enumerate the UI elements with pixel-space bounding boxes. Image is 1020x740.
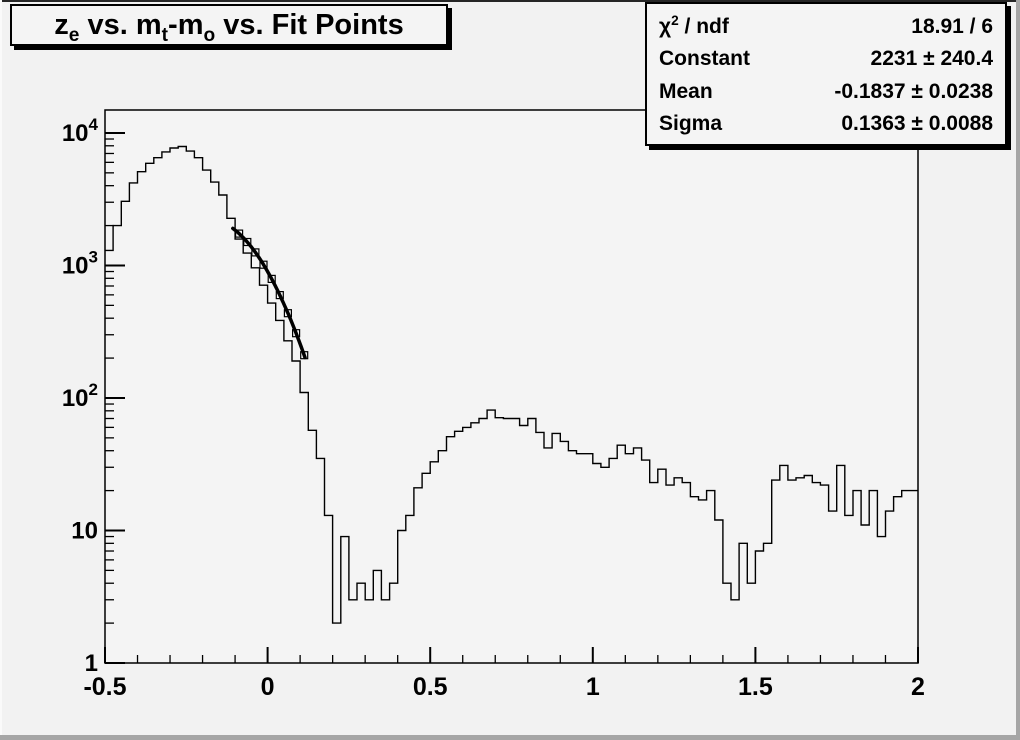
fit-point-marker <box>275 291 284 300</box>
title-box: ze vs. mt-mo vs. Fit Points <box>10 4 448 46</box>
stats-row: Mean -0.1837 ± 0.0238 <box>659 81 993 102</box>
canvas-border-left <box>0 0 2 740</box>
stats-value: -0.1837 ± 0.0238 <box>834 79 993 103</box>
fit-point-marker <box>259 260 268 269</box>
plot-title: ze vs. mt-mo vs. Fit Points <box>54 8 404 46</box>
fit-point-marker <box>300 351 309 360</box>
stats-row: Sigma 0.1363 ± 0.0088 <box>659 113 993 134</box>
y-axis-tick-label: 103 <box>62 247 98 279</box>
y-axis-tick-label: 1 <box>85 650 98 677</box>
stats-label: Sigma <box>659 112 723 136</box>
stats-row: Constant 2231 ± 240.4 <box>659 48 993 69</box>
x-axis-tick-label: 1 <box>586 673 600 701</box>
canvas-border-bottom <box>0 735 1020 740</box>
fit-point-marker <box>243 237 252 247</box>
stats-label: Constant <box>659 47 750 71</box>
x-axis-tick-label: 2 <box>911 673 925 701</box>
canvas-border-right <box>1016 0 1020 740</box>
fit-point-marker <box>292 329 301 338</box>
stats-label: χ2 / ndf <box>659 12 729 38</box>
canvas-border-top <box>0 0 1020 2</box>
fit-point-marker <box>267 274 276 283</box>
x-axis-tick-label: -0.5 <box>83 673 126 701</box>
stats-label: Mean <box>659 79 713 103</box>
y-axis-tick-label: 10 <box>71 517 98 544</box>
x-axis-tick-label: 0 <box>261 673 275 701</box>
fit-curve <box>231 226 307 360</box>
y-axis-tick-label: 102 <box>62 380 98 412</box>
stats-row: χ2 / ndf 18.91 / 6 <box>659 12 993 38</box>
fit-point-marker <box>251 248 260 257</box>
x-axis-tick-label: 0.5 <box>413 673 448 701</box>
stats-value: 0.1363 ± 0.0088 <box>841 112 993 136</box>
x-axis-tick-label: 1.5 <box>738 673 773 701</box>
y-axis-tick-label: 104 <box>62 115 99 147</box>
stats-value: 2231 ± 240.4 <box>870 47 993 71</box>
histogram-outline <box>105 145 918 624</box>
stats-value: 18.91 / 6 <box>911 14 993 38</box>
plot-frame <box>104 109 919 664</box>
fit-point-marker <box>235 229 244 238</box>
fit-point-marker <box>283 309 292 318</box>
stats-box: χ2 / ndf 18.91 / 6 Constant 2231 ± 240.4 Mea… <box>645 2 1007 146</box>
